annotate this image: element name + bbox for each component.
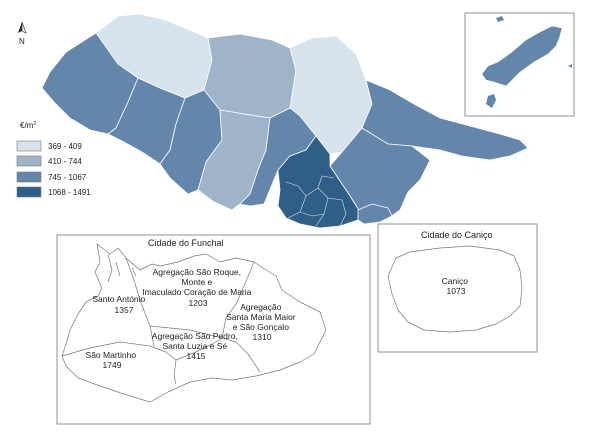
funchal-parish-lines [285, 175, 347, 227]
legend-swatch [16, 171, 42, 183]
canico-outline [387, 245, 523, 333]
parish-boundary [61, 341, 177, 385]
legend-swatch [16, 155, 42, 167]
area-label: Santo António 1357 [92, 294, 147, 315]
parish-boundary [115, 261, 121, 277]
funchal-inset-title: Cidade do Funchal [148, 238, 224, 248]
parish-boundary [221, 261, 255, 339]
parish-boundary [175, 337, 261, 373]
north-arrow: N [18, 21, 27, 46]
parish-boundary [131, 267, 137, 277]
porto-santo-islet-south [486, 94, 496, 108]
canico-inset-title: Cidade do Caniço [421, 230, 493, 240]
legend-label: 745 - 1067 [48, 173, 87, 182]
porto-santo-islet-north [496, 16, 504, 22]
legend-label: 1068 - 1491 [48, 188, 91, 197]
legend: €/m2 369 - 409 410 - 744 745 - 1067 1068… [16, 121, 91, 198]
madeira-main-island [41, 13, 529, 229]
parish-boundary [107, 253, 113, 283]
funchal-inset: Cidade do Funchal Santo António 1357 Agr… [56, 234, 371, 425]
legend-item: 1068 - 1491 [16, 186, 91, 198]
region-sao-vicente [203, 33, 297, 119]
area-label: Agregação São Roque, Monte e Imaculado C… [142, 267, 254, 308]
area-label: Caniço 1073 [442, 276, 471, 296]
north-arrow-icon [18, 22, 22, 33]
canico-inset: Cidade do Caniço Caniço 1073 [377, 223, 538, 353]
porto-santo-island [481, 25, 563, 87]
parish-boundary [149, 325, 223, 339]
region-ribeira-brava [159, 89, 223, 195]
area-label: Agregação São Pedro, Santa Luzia e Sé 14… [152, 331, 240, 361]
parish-boundary [125, 257, 155, 347]
porto-santo-inset [464, 12, 575, 117]
legend-swatch [16, 140, 42, 152]
legend-item: 745 - 1067 [16, 171, 87, 183]
area-label: São Martinho 1749 [86, 350, 139, 370]
region-ponta-do-sol [107, 77, 186, 165]
legend-item: 410 - 744 [16, 155, 82, 167]
funchal-parish-outlines [61, 243, 327, 403]
legend-item: 369 - 409 [16, 140, 82, 152]
region-funchal-north [239, 107, 317, 207]
north-label: N [19, 37, 25, 46]
funchal-outline [61, 243, 327, 403]
legend-label: 369 - 409 [48, 142, 82, 151]
area-label: Agregação Santa Maria Maior e São Gonçal… [226, 302, 298, 342]
porto-santo-islet-east [568, 64, 572, 68]
funchal-inset-frame [56, 234, 371, 425]
legend-label: 410 - 744 [48, 157, 82, 166]
legend-swatch [16, 186, 42, 198]
legend-unit: €/m2 [20, 121, 36, 130]
region-canico [357, 203, 393, 225]
